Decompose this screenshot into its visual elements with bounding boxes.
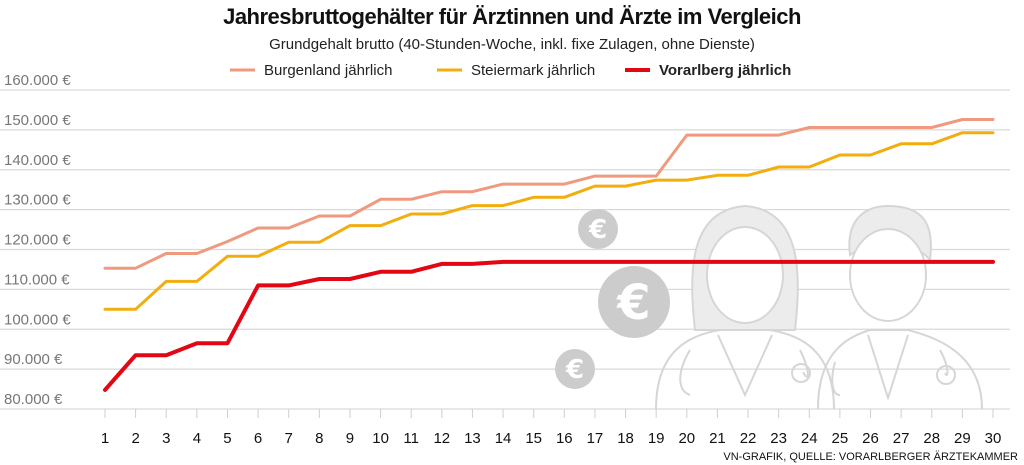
x-tick-label: 19	[648, 430, 665, 447]
y-tick-label: 100.000 €	[4, 311, 71, 328]
x-tick-label: 9	[346, 430, 354, 447]
x-tick-label: 8	[315, 430, 323, 447]
gridlines	[0, 89, 1010, 410]
x-tick-label: 24	[801, 430, 818, 447]
legend-item: Steiermark jährlich	[437, 62, 595, 79]
x-tick-label: 14	[495, 430, 512, 447]
x-tick-label: 26	[862, 430, 879, 447]
x-tick-label: 23	[770, 430, 787, 447]
x-tick-label: 25	[832, 430, 849, 447]
x-tick-label: 21	[709, 430, 726, 447]
series-line-0	[103, 118, 995, 270]
y-axis-ticks: 80.000 € 90.000 € 100.000 € 110.000 € 120.00…	[4, 72, 71, 408]
y-tick-label: 110.000 €	[4, 271, 70, 288]
x-tick-label: 28	[923, 430, 940, 447]
svg-text:€: €	[588, 215, 607, 245]
y-tick-label: 90.000 €	[4, 351, 63, 368]
svg-text:€: €	[565, 355, 584, 385]
legend-item: Vorarlberg jährlich	[625, 62, 791, 79]
euro-coin-icon: €	[578, 209, 618, 249]
y-tick-label: 140.000 €	[4, 152, 71, 169]
x-tick-label: 5	[223, 430, 231, 447]
series-line-2	[103, 259, 995, 392]
chart-title: Jahresbruttogehälter für Ärztinnen und Ä…	[223, 4, 801, 29]
euro-coin-icon: €	[598, 266, 670, 338]
legend: Burgenland jährlich Steiermark jährlich Vo…	[230, 62, 791, 79]
legend-item: Burgenland jährlich	[230, 62, 392, 79]
source-note: VN-GRAFIK, QUELLE: VORARLBERGER ÄRZTEKAM…	[723, 451, 1018, 463]
x-tick-label: 2	[131, 430, 139, 447]
x-tick-label: 10	[372, 430, 389, 447]
x-tick-label: 7	[285, 430, 293, 447]
male-doctor-icon	[817, 204, 983, 410]
x-tick-label: 1	[101, 430, 109, 447]
x-tick-label: 29	[954, 430, 971, 447]
y-tick-label: 130.000 €	[4, 192, 71, 209]
x-tick-label: 16	[556, 430, 573, 447]
x-tick-label: 11	[403, 430, 419, 447]
y-tick-label: 160.000 €	[4, 72, 71, 89]
y-tick-label: 80.000 €	[4, 391, 63, 408]
y-tick-label: 150.000 €	[4, 112, 71, 129]
svg-text:€: €	[616, 275, 650, 331]
legend-label: Steiermark jährlich	[471, 62, 595, 79]
x-tick-label: 3	[162, 430, 170, 447]
x-tick-label: 12	[433, 430, 450, 447]
x-tick-label: 18	[617, 430, 634, 447]
x-tick-label: 20	[678, 430, 695, 447]
x-tick-label: 27	[893, 430, 910, 447]
euro-coin-icon: €	[555, 349, 595, 389]
y-tick-label: 120.000 €	[4, 232, 71, 249]
female-doctor-icon	[655, 204, 835, 410]
legend-label: Vorarlberg jährlich	[659, 62, 791, 79]
x-tick-label: 22	[740, 430, 757, 447]
x-tick-label: 4	[193, 430, 201, 447]
x-tick-label: 15	[525, 430, 542, 447]
x-axis-ticks: 1 2 3 4 5 6 7 8 9 10 11 12 13 14 15 16 17 18 19 20 21 22 23 24 2…	[101, 409, 1002, 447]
series-line-1	[103, 131, 995, 311]
background-illustration: € € €	[555, 204, 983, 410]
chart-subtitle: Grundgehalt brutto (40-Stunden-Woche, in…	[269, 36, 755, 53]
x-tick-label: 13	[464, 430, 481, 447]
legend-label: Burgenland jährlich	[264, 62, 392, 79]
series-lines	[103, 118, 995, 392]
x-tick-label: 30	[985, 430, 1002, 447]
x-tick-label: 6	[254, 430, 262, 447]
x-tick-label: 17	[587, 430, 604, 447]
